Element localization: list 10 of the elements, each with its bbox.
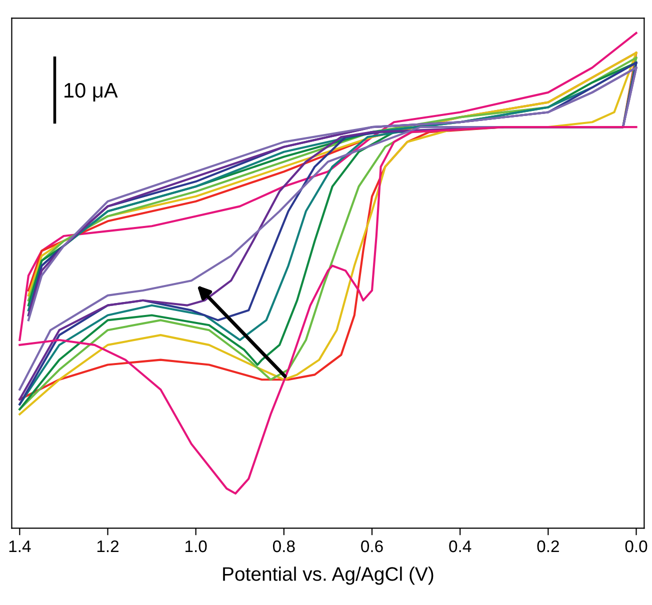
x-tick-label: 0.0 [625, 540, 648, 552]
x-axis-title: Potential vs. Ag/AgCl (V) [223, 566, 434, 585]
annotation: 10 μA [64, 82, 118, 102]
x-tick-label: 1.2 [97, 540, 118, 552]
x-tick-label: 0.2 [537, 540, 559, 552]
x-tick-label: 1.0 [186, 540, 207, 552]
x-tick-label: 0.6 [361, 540, 383, 552]
x-tick-label: 1.4 [9, 540, 31, 552]
x-tick-label: 0.4 [449, 540, 472, 552]
x-tick-label: 0.8 [272, 540, 295, 552]
